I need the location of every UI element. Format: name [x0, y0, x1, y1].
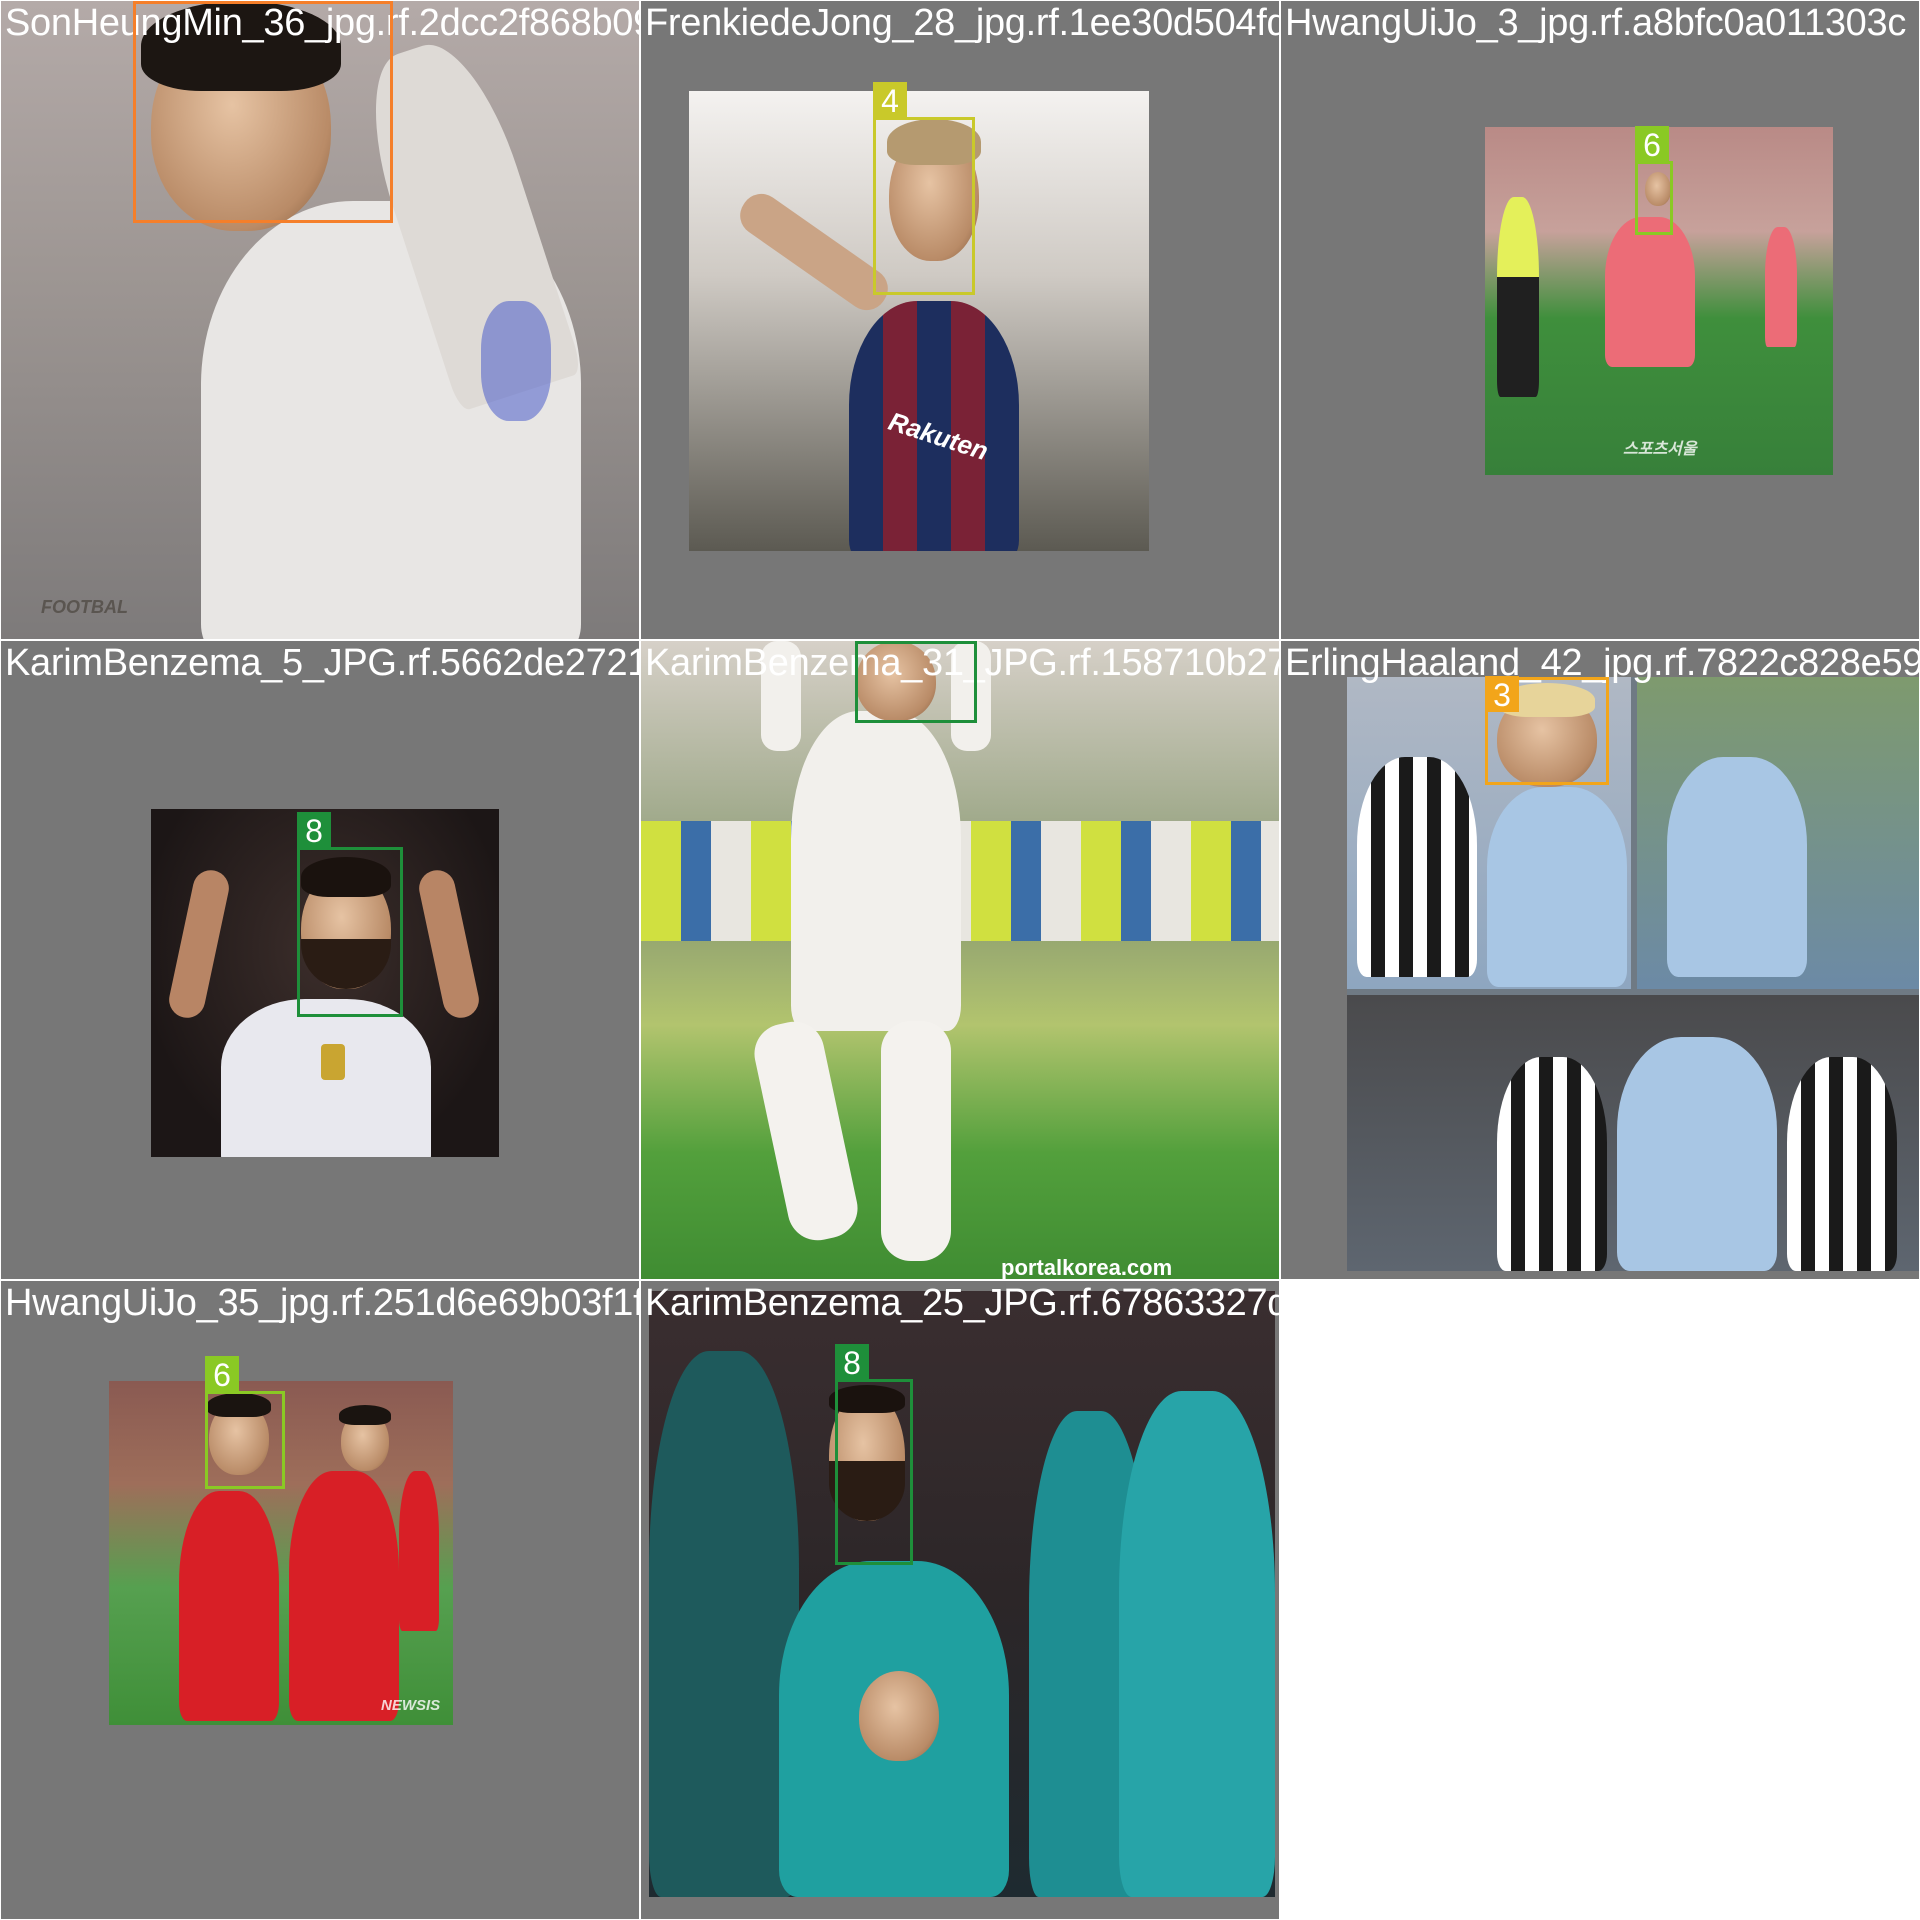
photo-tile-6: NEWSIS: [109, 1381, 453, 1725]
class-tag-tile-7: 8: [835, 1344, 869, 1381]
class-tag-tile-1: 4: [873, 82, 907, 119]
class-tag-tile-0: 22: [133, 1, 177, 3]
photo-tile-7: [649, 1291, 1275, 1897]
filename-label-tile-7: KarimBenzema_25_JPG.rf.67863327dc7c66cba: [645, 1282, 1279, 1324]
watermark-t0: FOOTBAL: [41, 597, 128, 617]
photo-tile-5: [1347, 677, 1919, 1271]
filename-label-tile-6: HwangUiJo_35_jpg.rf.251d6e69b03f1f68a0e: [5, 1282, 640, 1324]
bbox-tile-2: 6: [1635, 126, 1673, 235]
photo-tile-4: portalkorea.com: [641, 641, 1279, 1280]
watermark-t2: 스포츠서울: [1623, 441, 1697, 458]
bbox-tile-1: 4: [873, 82, 975, 295]
tile-6: NEWSIS 6 HwangUiJo_35_jpg.rf.251d6e69b03…: [0, 1280, 640, 1920]
class-tag-tile-6: 6: [205, 1356, 239, 1393]
bbox-tile-0: 22: [133, 1, 393, 223]
bbox-tile-4: 8: [855, 641, 977, 723]
tile-1: Rakuten 4 FrenkiedeJong_28_jpg.rf.1ee30d…: [640, 0, 1280, 640]
bbox-tile-7: 8: [835, 1344, 913, 1565]
photo-tile-2: 스포츠서울: [1485, 127, 1833, 475]
class-tag-tile-2: 6: [1635, 126, 1669, 163]
bbox-tile-5: 3: [1485, 676, 1609, 785]
filename-label-tile-2: HwangUiJo_3_jpg.rf.a8bfc0a011303c: [1285, 2, 1907, 44]
tile-0: FOOTBAL 22 SonHeungMin_36_jpg.rf.2dcc2f8…: [0, 0, 640, 640]
filename-label-tile-0: SonHeungMin_36_jpg.rf.2dcc2f868b09576f00…: [5, 2, 639, 44]
watermark-t4: portalkorea.com: [1001, 1255, 1173, 1280]
bbox-tile-3: 8: [297, 812, 403, 1017]
watermark-t6: NEWSIS: [381, 1697, 441, 1714]
filename-label-tile-4: KarimBenzema_31_JPG.rf.158710b27c89b5f3: [645, 642, 1279, 684]
tile-2: 스포츠서울 6 HwangUiJo_3_jpg.rf.a8bfc0a011303…: [1280, 0, 1920, 640]
bbox-tile-6: 6: [205, 1356, 285, 1489]
photo-tile-0: FOOTBAL: [1, 1, 639, 639]
tile-5: 3 ErlingHaaland_42_jpg.rf.7822c828e59: [1280, 640, 1920, 1280]
photo-tile-1: Rakuten: [689, 91, 1149, 551]
photo-tile-3: [151, 809, 499, 1157]
tile-3: 8 KarimBenzema_5_JPG.rf.5662de27214ae3a: [0, 640, 640, 1280]
filename-label-tile-3: KarimBenzema_5_JPG.rf.5662de27214ae3a: [5, 642, 640, 684]
tile-4: portalkorea.com 8 KarimBenzema_31_JPG.rf…: [640, 640, 1280, 1280]
class-tag-tile-4: 8: [855, 641, 889, 645]
filename-label-tile-1: FrenkiedeJong_28_jpg.rf.1ee30d504fd1d9a5: [645, 2, 1280, 44]
tile-7: 8 KarimBenzema_25_JPG.rf.67863327dc7c66c…: [640, 1280, 1280, 1920]
class-tag-tile-3: 8: [297, 812, 331, 849]
class-tag-tile-5: 3: [1485, 676, 1519, 713]
